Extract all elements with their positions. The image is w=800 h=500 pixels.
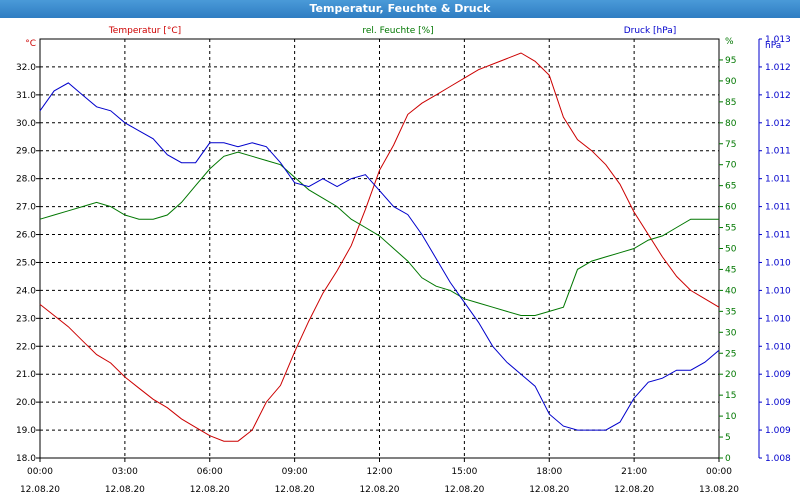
- y-tick-label-pressure: 1.010: [765, 314, 791, 324]
- window-title: Temperatur, Feuchte & Druck: [0, 0, 800, 18]
- y-tick-label-humidity: 45: [725, 265, 736, 275]
- legend-humidity: rel. Feuchte [%]: [362, 26, 433, 36]
- y-axis-unit-temperature: °C: [25, 39, 36, 49]
- y-tick-label-temperature: 25.0: [16, 258, 36, 268]
- y-tick-label-temperature: 22.0: [16, 342, 36, 352]
- x-tick-label-date: 12.08.20: [529, 485, 569, 495]
- y-tick-label-humidity: 30: [725, 328, 737, 338]
- y-tick-label-temperature: 28.0: [16, 175, 36, 185]
- x-tick-label-time: 09:00: [282, 467, 308, 477]
- y-tick-label-pressure: 1.010: [765, 286, 791, 296]
- y-tick-label-pressure: 1.009: [765, 370, 791, 380]
- x-tick-label-time: 15:00: [451, 467, 477, 477]
- y-tick-label-humidity: 85: [725, 98, 736, 108]
- y-tick-label-humidity: 70: [725, 161, 737, 171]
- x-tick-label-time: 21:00: [621, 467, 647, 477]
- x-tick-label-date: 12.08.20: [359, 485, 399, 495]
- series-line-temperature: [39, 52, 720, 442]
- series-line-pressure: [39, 82, 720, 431]
- x-tick-label-date: 13.08.20: [699, 485, 739, 495]
- x-tick-label-date: 12.08.20: [20, 485, 60, 495]
- y-tick-label-humidity: 60: [725, 203, 737, 213]
- y-tick-label-temperature: 24.0: [16, 286, 36, 296]
- y-tick-label-pressure: 1.009: [765, 398, 791, 408]
- y-tick-label-pressure: 1.011: [765, 147, 791, 157]
- x-tick-label-time: 00:00: [27, 467, 53, 477]
- y-tick-label-humidity: 90: [725, 77, 737, 87]
- series-line-humidity: [39, 151, 719, 316]
- x-tick-label-date: 12.08.20: [275, 485, 315, 495]
- y-tick-label-pressure: 1.011: [765, 231, 791, 241]
- y-tick-label-pressure: 1.012: [765, 91, 791, 101]
- y-tick-label-humidity: 35: [725, 307, 736, 317]
- y-tick-label-temperature: 18.0: [16, 454, 36, 464]
- x-tick-label-date: 12.08.20: [105, 485, 145, 495]
- y-tick-label-pressure: 1.011: [765, 203, 791, 213]
- y-tick-label-temperature: 23.0: [16, 314, 36, 324]
- chart-area: 00:00 12.08.20 03:00 12.08.20 06:00 12.08.20 0…: [16, 26, 791, 495]
- y-tick-label-pressure: 1.013: [765, 35, 791, 45]
- y-tick-label-humidity: 5: [725, 433, 731, 443]
- y-tick-label-temperature: 32.0: [16, 63, 36, 73]
- x-tick-label-date: 12.08.20: [190, 485, 230, 495]
- y-tick-label-humidity: 65: [725, 182, 736, 192]
- y-axis-unit-pressure: hPa: [765, 41, 781, 51]
- y-tick-label-humidity: 10: [725, 412, 737, 422]
- y-tick-label-pressure: 1.010: [765, 258, 791, 268]
- y-tick-label-pressure: 1.011: [765, 175, 791, 185]
- x-tick-label-time: 00:00: [706, 467, 732, 477]
- y-tick-label-temperature: 19.0: [16, 426, 36, 436]
- y-tick-label-pressure: 1.012: [765, 63, 791, 73]
- x-tick-label-time: 03:00: [112, 467, 138, 477]
- x-tick-label-date: 12.08.20: [614, 485, 654, 495]
- x-tick-label-time: 18:00: [536, 467, 562, 477]
- y-tick-label-temperature: 30.0: [16, 119, 36, 129]
- y-tick-label-humidity: 20: [725, 370, 737, 380]
- y-tick-label-pressure: 1.008: [765, 454, 791, 464]
- y-tick-label-temperature: 26.0: [16, 231, 36, 241]
- y-tick-label-temperature: 20.0: [16, 398, 36, 408]
- y-tick-label-humidity: 95: [725, 56, 736, 66]
- y-tick-label-humidity: 80: [725, 119, 737, 129]
- y-tick-label-humidity: 0: [725, 454, 731, 464]
- y-tick-label-pressure: 1.010: [765, 342, 791, 352]
- y-axis-unit-humidity: %: [725, 37, 734, 47]
- legend-pressure: Druck [hPa]: [624, 26, 677, 36]
- y-tick-label-pressure: 1.012: [765, 119, 791, 129]
- x-tick-label-time: 06:00: [197, 467, 223, 477]
- y-tick-label-temperature: 21.0: [16, 370, 36, 380]
- y-tick-label-pressure: 1.009: [765, 426, 791, 436]
- x-tick-label-time: 12:00: [367, 467, 393, 477]
- y-tick-label-humidity: 55: [725, 224, 736, 234]
- y-tick-label-humidity: 25: [725, 349, 736, 359]
- y-tick-label-humidity: 50: [725, 245, 737, 255]
- y-tick-label-humidity: 15: [725, 391, 736, 401]
- y-tick-label-temperature: 27.0: [16, 203, 36, 213]
- x-tick-label-date: 12.08.20: [444, 485, 484, 495]
- y-tick-label-temperature: 29.0: [16, 147, 36, 157]
- y-tick-label-humidity: 40: [725, 286, 737, 296]
- y-tick-label-humidity: 75: [725, 140, 736, 150]
- legend-temperature: Temperatur [°C]: [108, 26, 181, 36]
- y-tick-label-temperature: 31.0: [16, 91, 36, 101]
